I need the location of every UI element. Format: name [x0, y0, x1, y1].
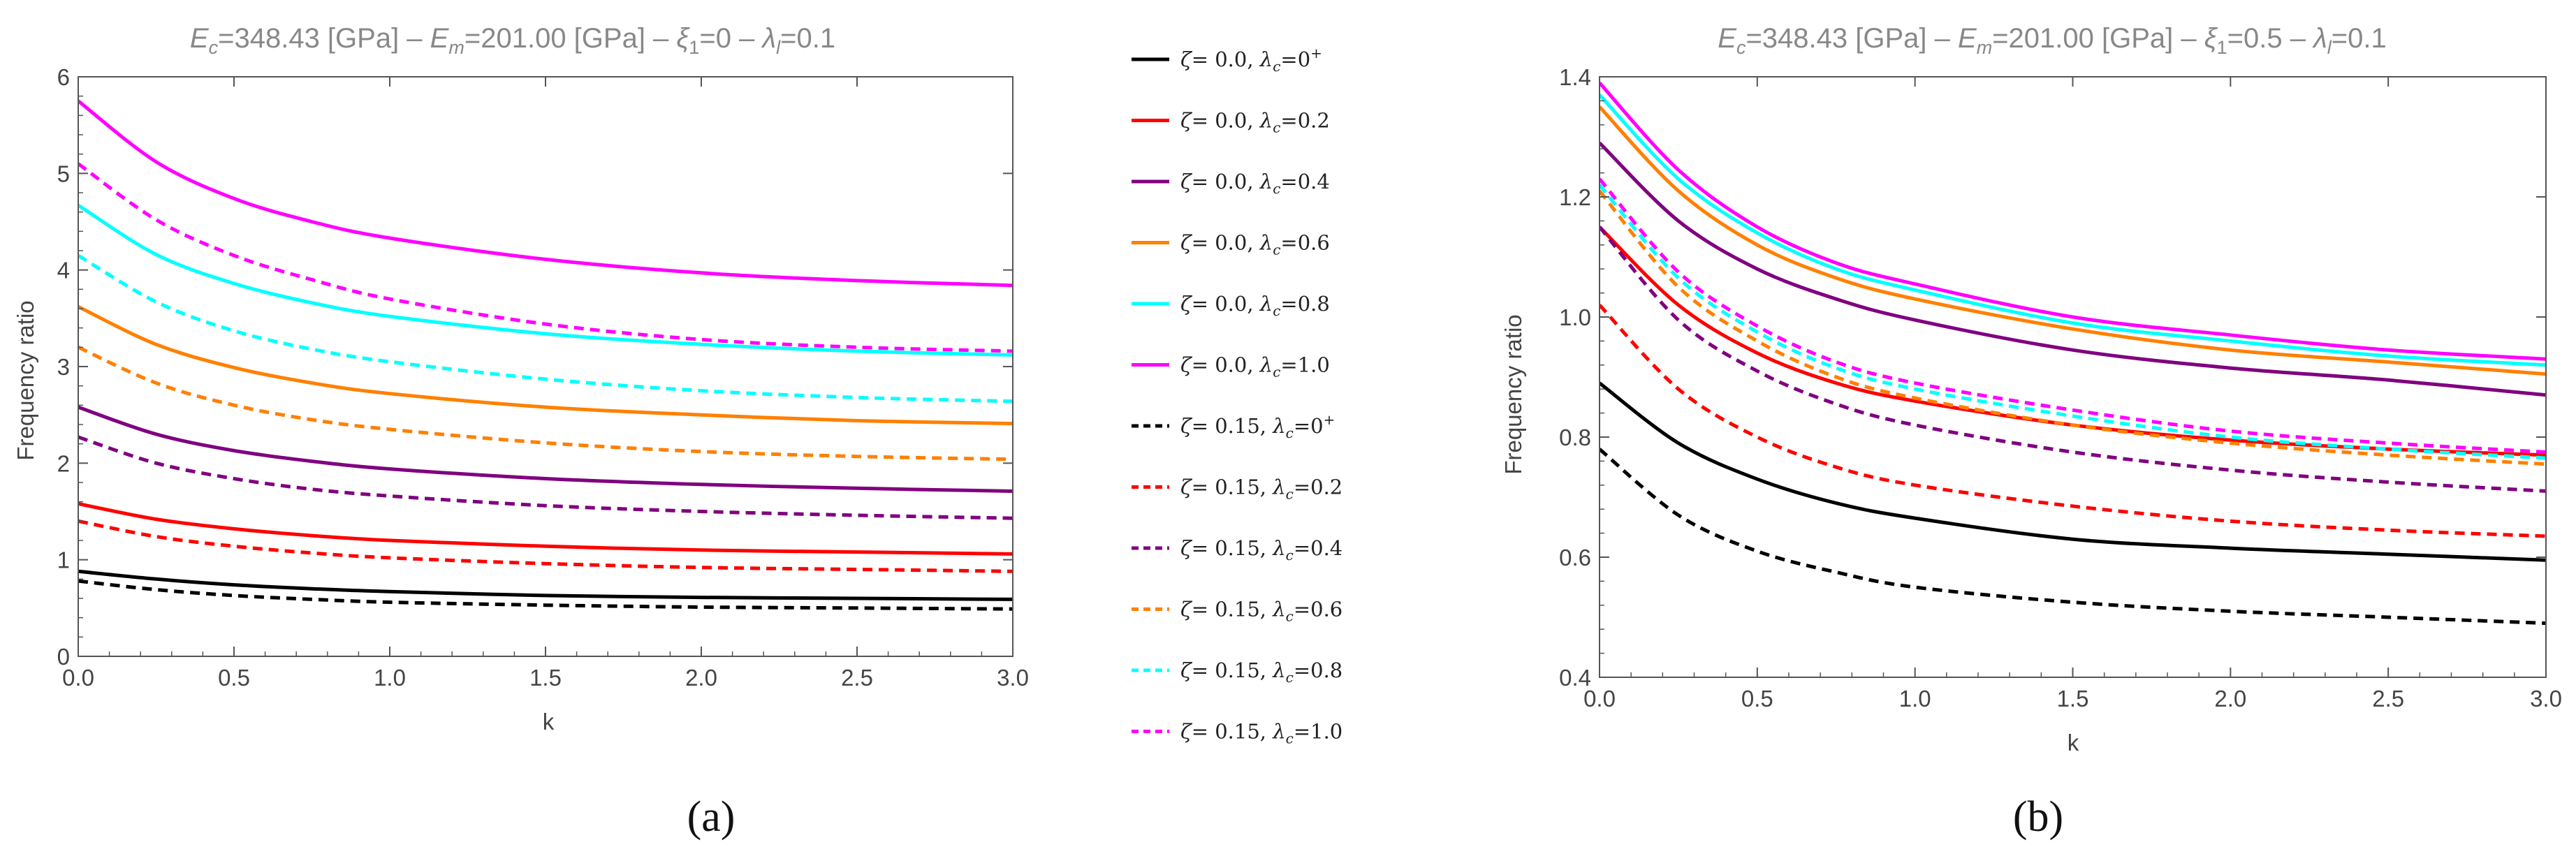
panel-b-xtick-label: 3.0: [2530, 686, 2562, 711]
panel-a-series-1: [78, 501, 1013, 556]
legend-label: ζ= 0.0, λc=0.8: [1180, 292, 1330, 319]
panel-a-xtick-label: 0.0: [62, 665, 94, 691]
panel-a-xtick-label: 1.0: [374, 665, 406, 691]
legend-label: ζ= 0.0, λc=0.6: [1180, 231, 1330, 258]
legend-label: ζ= 0.0, λc=0+: [1180, 45, 1322, 75]
panel-a-xtick-label: 1.5: [529, 665, 562, 691]
panel-a-series-5: [78, 99, 1013, 288]
panel-a-xtick-label: 3.0: [997, 665, 1029, 691]
panel-b-ytick-label: 0.6: [1559, 545, 1591, 570]
panel-a-ytick-label: 4: [57, 258, 70, 283]
panel-a-ytick-label: 3: [57, 354, 70, 380]
panel-a-xtick-label: 2.5: [841, 665, 873, 691]
panel-b-series-4: [1600, 94, 2546, 367]
panel-a-title: Ec=348.43 [GPa] – Em=201.00 [GPa] – ξ1=0…: [190, 23, 835, 58]
panel-b-title: Ec=348.43 [GPa] – Em=201.00 [GPa] – ξ1=0…: [1718, 23, 2387, 58]
panel-a-series-8: [78, 435, 1013, 520]
panel-a-series-4: [78, 203, 1013, 357]
panel-b-xtick-label: 1.5: [2057, 686, 2089, 711]
panel-a-ytick-label: 6: [57, 64, 70, 90]
panel-a-frame: [78, 76, 1013, 657]
caption-a: (a): [687, 793, 736, 841]
panel-b-series-8: [1600, 226, 2546, 493]
legend-label: ζ= 0.15, λc=0.2: [1180, 475, 1342, 503]
panel-b-xtick-label: 1.0: [1899, 686, 1931, 711]
panel-b-chart: Ec=348.43 [GPa] – Em=201.00 [GPa] – ξ1=0…: [1500, 23, 2562, 755]
legend-item: ζ= 0.0, λc=0.2: [1132, 109, 1330, 136]
legend-item: ζ= 0.15, λc=0.4: [1132, 536, 1342, 563]
legend-label: ζ= 0.0, λc=0.4: [1180, 170, 1330, 197]
legend-item: ζ= 0.0, λc=0.8: [1132, 292, 1330, 319]
panel-b-series-0: [1600, 381, 2546, 562]
legend-label: ζ= 0.15, λc=0.8: [1180, 658, 1342, 686]
panel-a-series-10: [78, 253, 1013, 404]
legend-label: ζ= 0.15, λc=0+: [1180, 411, 1335, 441]
panel-a-series-3: [78, 304, 1013, 426]
legend-label: ζ= 0.0, λc=1.0: [1180, 353, 1330, 381]
panel-a-ytick-label: 1: [57, 547, 70, 573]
panel-b-series-9: [1600, 189, 2546, 466]
legend-item: ζ= 0.15, λc=0.6: [1132, 598, 1342, 625]
panel-b-ytick-label: 1.4: [1559, 64, 1591, 90]
panel-a-xtick-label: 0.5: [218, 665, 250, 691]
panel-a-series-9: [78, 346, 1013, 462]
panel-a-series-11: [78, 162, 1013, 353]
panel-a-series-6: [78, 579, 1013, 611]
panel-a-series-7: [78, 519, 1013, 573]
panel-a-series-2: [78, 405, 1013, 493]
legend-item: ζ= 0.15, λc=0.8: [1132, 658, 1342, 686]
panel-a-ytick-label: 2: [57, 450, 70, 476]
legend-item: ζ= 0.15, λc=0.2: [1132, 475, 1342, 503]
legend-label: ζ= 0.15, λc=0.6: [1180, 598, 1342, 625]
panel-b-xtick-label: 0.0: [1583, 686, 1616, 711]
panel-b-ylabel: Frequency ratio: [1500, 314, 1526, 474]
legend-label: ζ= 0.0, λc=0.2: [1180, 109, 1330, 136]
legend-item: ζ= 0.0, λc=0.6: [1132, 231, 1330, 258]
panel-b-series-5: [1600, 81, 2546, 361]
caption-b: (b): [2013, 793, 2063, 841]
panel-b-series-10: [1600, 184, 2546, 460]
panel-b-series-7: [1600, 304, 2546, 538]
panel-b-xtick-label: 0.5: [1741, 686, 1773, 711]
panel-b-series-6: [1600, 448, 2546, 626]
panel-a-xtick-label: 2.0: [685, 665, 717, 691]
panel-a-xlabel: k: [543, 709, 555, 735]
panel-a-chart: Ec=348.43 [GPa] – Em=201.00 [GPa] – ξ1=0…: [13, 23, 1029, 735]
legend-item: ζ= 0.0, λc=1.0: [1132, 353, 1330, 381]
panel-a-ylabel: Frequency ratio: [13, 300, 38, 460]
panel-b-xtick-label: 2.0: [2214, 686, 2246, 711]
panel-b-ytick-label: 0.4: [1559, 665, 1591, 691]
panel-b-series-2: [1600, 141, 2546, 397]
panel-b-frame: [1599, 76, 2547, 678]
legend-item: ζ= 0.15, λc=1.0: [1132, 720, 1342, 747]
legend-label: ζ= 0.15, λc=0.4: [1180, 536, 1342, 563]
legend-label: ζ= 0.15, λc=1.0: [1180, 720, 1342, 747]
panel-b-xtick-label: 2.5: [2372, 686, 2404, 711]
panel-b-ytick-label: 1.0: [1559, 304, 1591, 330]
legend: ζ= 0.0, λc=0+ ζ= 0.0, λc=0.2 ζ= 0.0, λc=0.…: [1132, 45, 1342, 747]
legend-item: ζ= 0.15, λc=0+: [1132, 411, 1335, 441]
panel-b-xlabel: k: [2068, 730, 2079, 755]
panel-a-series-0: [78, 569, 1013, 601]
panel-b-series-3: [1600, 105, 2546, 376]
legend-item: ζ= 0.0, λc=0+: [1132, 45, 1322, 75]
panel-b-ytick-label: 1.2: [1559, 184, 1591, 210]
panel-b-ytick-label: 0.8: [1559, 425, 1591, 450]
legend-item: ζ= 0.0, λc=0.4: [1132, 170, 1330, 197]
panel-b-series-11: [1600, 177, 2546, 454]
panel-a-ytick-label: 0: [57, 644, 70, 670]
panel-a-ytick-label: 5: [57, 161, 70, 186]
